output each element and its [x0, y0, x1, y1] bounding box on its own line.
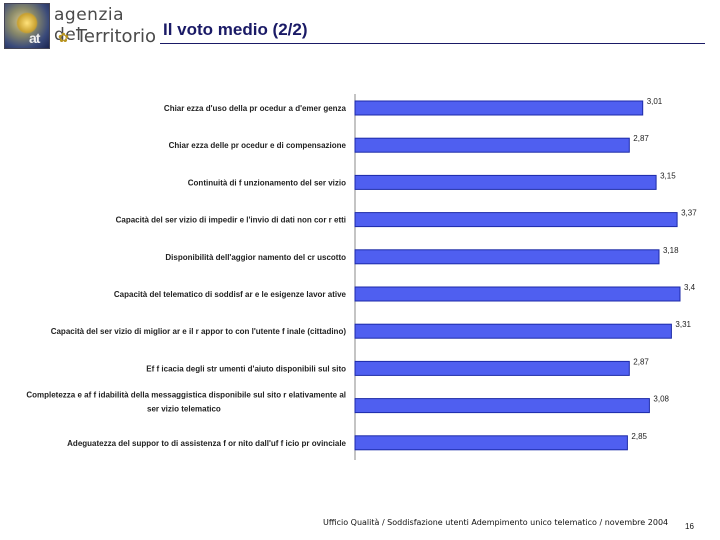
- value-label-9: 2,85: [631, 432, 647, 441]
- category-label-6: Capacità del ser vizio di miglior ar e i…: [51, 327, 347, 336]
- page-title: Il voto medio (2/2): [163, 20, 308, 39]
- logo-monogram: at: [29, 30, 40, 46]
- bar-9: [354, 435, 628, 451]
- title-divider: [160, 43, 705, 44]
- category-label-4: Disponibilità dell'aggior namento del cr…: [165, 253, 346, 262]
- value-label-2: 3,15: [660, 171, 676, 180]
- logo-sun-graphic: [16, 12, 38, 34]
- bar-1: [354, 137, 630, 153]
- value-label-6: 3,31: [675, 320, 691, 329]
- flower-icon: ✿: [58, 30, 69, 45]
- bar-7: [354, 360, 630, 376]
- category-label-8-0: Completezza e af f idabilità della messa…: [26, 391, 346, 400]
- category-label-3: Capacità del ser vizio di impedir e l'in…: [116, 216, 346, 225]
- page-number: 16: [685, 522, 694, 531]
- bar-0: [354, 100, 644, 116]
- agency-logo: at agenzia del ✿ Territorio: [4, 3, 156, 49]
- footer-text: Ufficio Qualità / Soddisfazione utenti A…: [323, 518, 669, 527]
- category-label-2: Continuità di f unzionamento del ser viz…: [188, 178, 346, 187]
- value-label-8: 3,08: [653, 395, 669, 404]
- bar-8: [354, 398, 650, 414]
- category-label-7: Ef f icacia degli str umenti d'aiuto dis…: [146, 364, 346, 373]
- category-label-5: Capacità del telematico di soddisf ar e …: [114, 290, 347, 299]
- category-label-0: Chiar ezza d'uso della pr ocedur a d'eme…: [164, 104, 347, 113]
- value-label-7: 2,87: [633, 357, 649, 366]
- logo-text-line2: Territorio: [76, 26, 156, 47]
- logo-image: at: [4, 3, 50, 49]
- value-label-4: 3,18: [663, 246, 679, 255]
- category-label-1: Chiar ezza delle pr ocedur e di compensa…: [169, 141, 347, 150]
- value-label-1: 2,87: [633, 134, 649, 143]
- logo-text-line1: agenzia del: [54, 5, 125, 45]
- bar-2: [354, 174, 657, 190]
- bar-4: [354, 249, 660, 265]
- value-label-3: 3,37: [681, 209, 697, 218]
- value-label-0: 3,01: [647, 97, 663, 106]
- value-label-5: 3,4: [684, 283, 696, 292]
- bar-6: [354, 323, 672, 339]
- category-label-9: Adeguatezza del suppor to di assistenza …: [67, 439, 346, 448]
- category-label-8-1: ser vizio telematico: [147, 405, 221, 414]
- bar-3: [354, 212, 678, 228]
- bar-5: [354, 286, 681, 302]
